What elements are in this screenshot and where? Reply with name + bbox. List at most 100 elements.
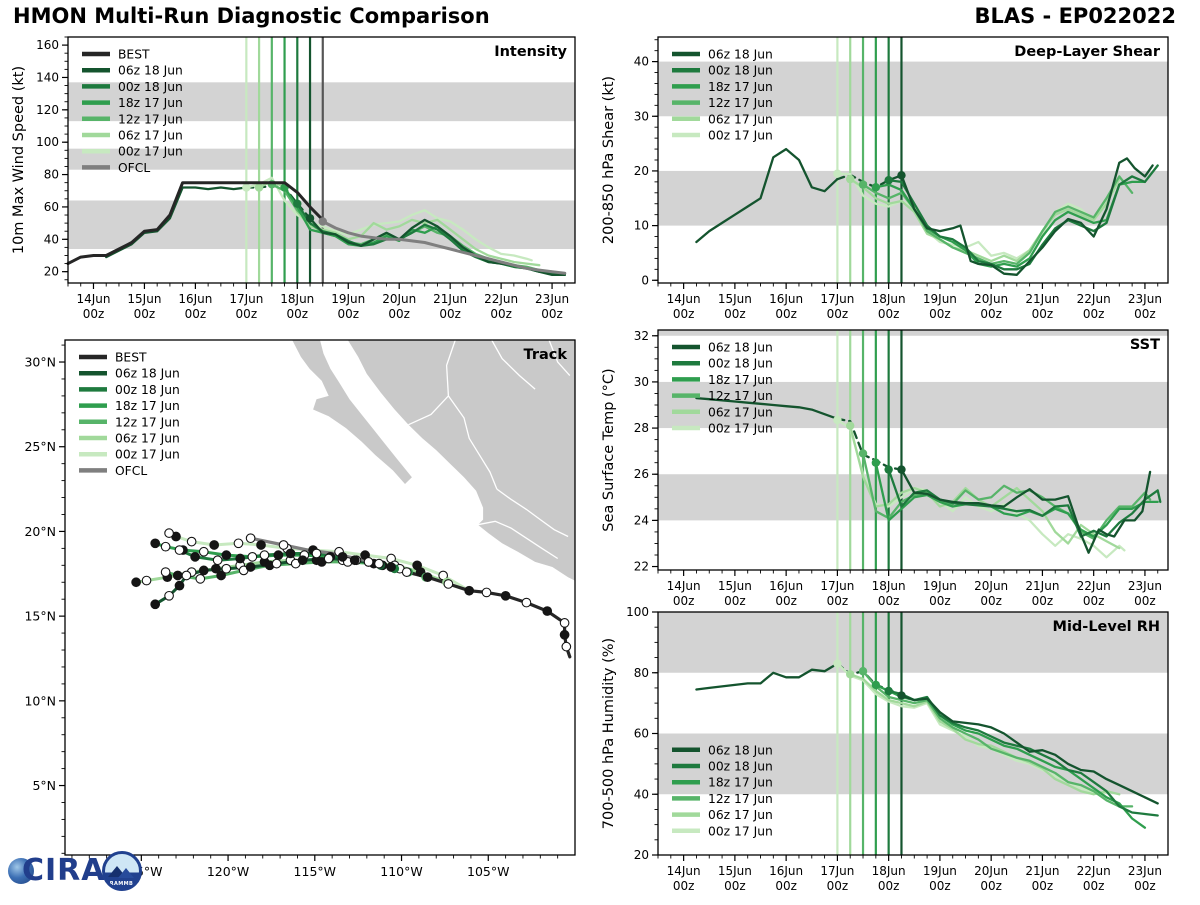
svg-text:00z: 00z (1032, 594, 1054, 608)
svg-text:18z 17 Jun: 18z 17 Jun (708, 776, 773, 790)
svg-text:19Jun: 19Jun (331, 292, 365, 306)
svg-text:00z: 00z (775, 879, 797, 893)
svg-text:00z: 00z (1032, 307, 1054, 321)
svg-text:700-500 hPa Humidity (%): 700-500 hPa Humidity (%) (601, 638, 617, 829)
svg-text:160: 160 (36, 38, 59, 52)
svg-text:00z: 00z (724, 594, 746, 608)
svg-text:00z: 00z (929, 307, 951, 321)
svg-text:15Jun: 15Jun (718, 864, 752, 878)
svg-text:00z: 00z (1083, 307, 1105, 321)
svg-text:00z: 00z (724, 307, 746, 321)
svg-text:00z 18 Jun: 00z 18 Jun (118, 80, 183, 94)
svg-text:00z: 00z (724, 879, 746, 893)
svg-text:17Jun: 17Jun (229, 292, 263, 306)
cira-logo-text: CIRA (22, 853, 106, 888)
svg-text:06z 18 Jun: 06z 18 Jun (115, 367, 180, 381)
svg-text:06z 17 Jun: 06z 17 Jun (708, 808, 773, 822)
svg-text:06z 18 Jun: 06z 18 Jun (708, 341, 773, 355)
svg-text:22Jun: 22Jun (1077, 579, 1111, 593)
svg-text:00z: 00z (827, 879, 849, 893)
svg-text:22Jun: 22Jun (1077, 292, 1111, 306)
svg-text:20Jun: 20Jun (382, 292, 416, 306)
svg-text:15°N: 15°N (24, 609, 56, 624)
svg-text:00z 17 Jun: 00z 17 Jun (708, 129, 773, 143)
svg-text:18Jun: 18Jun (280, 292, 314, 306)
svg-text:18z 17 Jun: 18z 17 Jun (115, 399, 180, 413)
rammb-badge-icon: RAMMB (101, 851, 142, 891)
svg-text:00z 17 Jun: 00z 17 Jun (115, 448, 180, 462)
svg-text:22: 22 (634, 560, 649, 574)
svg-text:00z: 00z (1134, 307, 1156, 321)
svg-text:00z: 00z (134, 307, 156, 321)
svg-text:06z 17 Jun: 06z 17 Jun (708, 405, 773, 419)
svg-text:26: 26 (634, 467, 649, 481)
svg-text:23Jun: 23Jun (1128, 579, 1162, 593)
svg-text:15Jun: 15Jun (718, 579, 752, 593)
svg-text:00z: 00z (980, 879, 1002, 893)
svg-text:10: 10 (634, 219, 649, 233)
svg-text:00z: 00z (490, 307, 512, 321)
svg-text:06z 18 Jun: 06z 18 Jun (118, 64, 183, 78)
svg-text:20Jun: 20Jun (974, 864, 1008, 878)
svg-text:24: 24 (634, 513, 649, 527)
svg-text:00z: 00z (388, 307, 410, 321)
svg-text:00z: 00z (337, 307, 359, 321)
svg-text:00z: 00z (673, 307, 695, 321)
svg-text:40: 40 (44, 232, 59, 246)
svg-text:15Jun: 15Jun (718, 292, 752, 306)
svg-text:00z: 00z (929, 594, 951, 608)
svg-text:14Jun: 14Jun (76, 292, 110, 306)
svg-text:06z 17 Jun: 06z 17 Jun (118, 129, 183, 143)
page-title: HMON Multi-Run Diagnostic Comparison (13, 4, 490, 28)
svg-text:23Jun: 23Jun (1128, 292, 1162, 306)
svg-text:20Jun: 20Jun (974, 579, 1008, 593)
svg-text:00z: 00z (980, 307, 1002, 321)
svg-text:00z 18 Jun: 00z 18 Jun (708, 357, 773, 371)
sst-panel: 14Jun 00z 15Jun 00z 16Jun 00z 17Jun 00z 18Jun 00z… (598, 322, 1180, 620)
svg-text:0: 0 (641, 273, 649, 287)
svg-text:00z: 00z (83, 307, 105, 321)
globe-icon (8, 858, 34, 884)
storm-title: BLAS - EP022022 (974, 4, 1176, 28)
svg-text:Track: Track (524, 347, 568, 363)
svg-text:120°W: 120°W (207, 864, 249, 879)
svg-text:30: 30 (634, 109, 649, 123)
svg-text:00z: 00z (439, 307, 461, 321)
svg-text:12z 17 Jun: 12z 17 Jun (708, 96, 773, 110)
svg-text:00z: 00z (1134, 594, 1156, 608)
svg-text:21Jun: 21Jun (1025, 292, 1059, 306)
svg-text:BEST: BEST (118, 48, 150, 62)
mid-level-rh-panel: 14Jun 00z 15Jun 00z 16Jun 00z 17Jun 00z 18Jun 00z… (598, 604, 1180, 905)
svg-text:19Jun: 19Jun (923, 292, 957, 306)
svg-text:105°W: 105°W (467, 864, 509, 879)
svg-text:06z 17 Jun: 06z 17 Jun (708, 112, 773, 126)
svg-text:25°N: 25°N (24, 439, 56, 454)
svg-text:20: 20 (44, 265, 59, 279)
intensity-panel: 14Jun 00z 15Jun 00z 16Jun 00z 17Jun 00z 18Jun 00z… (8, 29, 587, 333)
svg-text:00z: 00z (1134, 879, 1156, 893)
svg-text:10m Max Wind Speed (kt): 10m Max Wind Speed (kt) (11, 66, 27, 254)
svg-text:00z: 00z (673, 594, 695, 608)
svg-text:140: 140 (36, 70, 59, 84)
svg-text:12z 17 Jun: 12z 17 Jun (708, 389, 773, 403)
svg-text:Deep-Layer Shear: Deep-Layer Shear (1014, 44, 1161, 60)
svg-text:20: 20 (634, 164, 649, 178)
svg-text:80: 80 (634, 666, 649, 680)
svg-text:110°W: 110°W (380, 864, 422, 879)
svg-text:19Jun: 19Jun (923, 864, 957, 878)
svg-text:00z 17 Jun: 00z 17 Jun (708, 422, 773, 436)
svg-text:100: 100 (626, 605, 649, 619)
svg-text:20°N: 20°N (24, 524, 56, 539)
svg-text:15Jun: 15Jun (127, 292, 161, 306)
svg-text:14Jun: 14Jun (667, 864, 701, 878)
svg-text:00z: 00z (878, 879, 900, 893)
svg-text:80: 80 (44, 168, 59, 182)
svg-text:20Jun: 20Jun (974, 292, 1008, 306)
svg-text:17Jun: 17Jun (820, 579, 854, 593)
svg-text:60: 60 (44, 200, 59, 214)
svg-text:23Jun: 23Jun (1128, 864, 1162, 878)
svg-text:120: 120 (36, 103, 59, 117)
svg-text:00z 17 Jun: 00z 17 Jun (118, 145, 183, 159)
svg-text:16Jun: 16Jun (178, 292, 212, 306)
svg-text:28: 28 (634, 421, 649, 435)
